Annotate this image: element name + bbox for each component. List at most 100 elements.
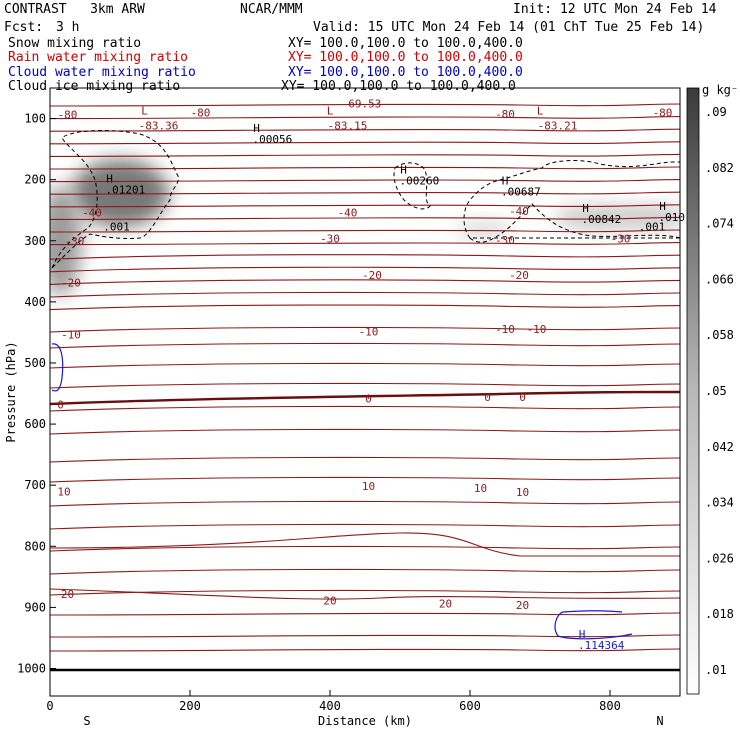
- x-tick-label: 600: [459, 699, 481, 713]
- isotherm-label: -80: [58, 108, 78, 121]
- freezing-level-line: [50, 390, 680, 406]
- cloud-ice-outline: [51, 130, 179, 269]
- isotherm-line: [50, 588, 680, 600]
- isotherm-line: [50, 141, 680, 145]
- colorbar-level: .042: [705, 440, 734, 454]
- colorbar-level: .01: [705, 663, 727, 677]
- x-endpoint-end: N: [656, 714, 663, 728]
- isotherm-line: [50, 326, 680, 333]
- field-rain-name: Rain water mixing ratio: [8, 50, 189, 65]
- isotherm-line: [50, 166, 680, 170]
- field-cloudice-name: Cloud ice mixing ratio: [8, 79, 181, 94]
- isotherm-label: -20: [509, 269, 529, 282]
- isotherm-label: 20: [439, 597, 452, 610]
- isotherm-label: 20: [516, 599, 529, 612]
- colorbar-level: .082: [705, 161, 734, 175]
- isotherm-line: [50, 648, 680, 652]
- high-marker: H: [579, 628, 586, 641]
- snow-blob-2: [456, 220, 512, 239]
- header-valid: Valid: 15 UTC Mon 24 Feb 14 (01 ChT Tue …: [313, 20, 705, 35]
- cloud-water-outline: [554, 610, 633, 640]
- isotherm-label: -30: [495, 234, 515, 247]
- header-fcst-label: Fcst:: [4, 20, 44, 35]
- isotherm-line: [50, 103, 680, 107]
- isotherm-line: [50, 362, 680, 369]
- isotherm-label: 10: [362, 480, 375, 493]
- isotherm-line: [50, 291, 680, 298]
- contour-value: .001: [103, 220, 130, 233]
- isotherm-line: [50, 229, 680, 233]
- high-marker: H: [253, 122, 260, 135]
- cloud-ice-outline: [393, 162, 431, 210]
- isotherm-label: -20: [362, 269, 382, 282]
- field-snow-xy: XY= 100.0,100.0 to 100.0,400.0: [288, 36, 523, 51]
- isotherm-label: -80: [191, 107, 211, 120]
- extremum-value: .00687: [501, 186, 541, 199]
- isotherm-label: -10: [527, 323, 547, 336]
- cloud-water-outline: [51, 343, 64, 392]
- y-axis-label: Pressure (hPa): [4, 341, 18, 442]
- y-tick-label: 600: [24, 417, 46, 431]
- low-marker: L: [141, 104, 148, 117]
- high-marker: H: [106, 173, 113, 186]
- field-snow-name: Snow mixing ratio: [8, 36, 142, 51]
- extremum-value: .00842: [582, 213, 622, 226]
- y-tick-label: 900: [24, 600, 46, 614]
- isotherm-label: -83.21: [538, 119, 578, 132]
- high-marker: H: [502, 175, 509, 188]
- isotherm-line: [50, 342, 680, 349]
- snow-blob-1: [50, 185, 82, 296]
- isotherm-label: -30: [65, 235, 85, 248]
- x-tick-label: 0: [46, 699, 53, 713]
- colorbar-level: .058: [705, 328, 734, 342]
- plot-frame: [49, 87, 681, 697]
- isotherm-label: -30: [320, 233, 340, 246]
- contour-value: .001: [639, 220, 666, 233]
- colorbar: [686, 87, 700, 695]
- low-marker: L: [537, 104, 544, 117]
- isotherm-line: [50, 153, 680, 157]
- colorbar-level: .018: [705, 607, 734, 621]
- isotherm-line: [50, 382, 680, 389]
- isotherm-label: -83.15: [328, 119, 368, 132]
- header-center: NCAR/MMM: [240, 2, 303, 17]
- isotherm-line: [50, 405, 680, 412]
- extremum-value: .00056: [253, 133, 293, 146]
- isotherm-line: [50, 116, 680, 120]
- y-tick-label: 400: [24, 295, 46, 309]
- y-tick-label: 700: [24, 478, 46, 492]
- isotherm-label: -20: [61, 277, 81, 290]
- x-tick-label: 800: [599, 699, 621, 713]
- header-model: CONTRAST 3km ARW: [4, 2, 145, 17]
- extremum-value: .01201: [106, 184, 146, 197]
- isotherm-line: [50, 568, 680, 575]
- header-init: Init: 12 UTC Mon 24 Feb 14: [513, 2, 717, 17]
- extremum-value: .010: [659, 211, 686, 224]
- isotherm-label: -40: [509, 205, 529, 218]
- isotherm-line: [50, 204, 680, 208]
- header-fcst-value: 3 h: [56, 20, 80, 35]
- snow-blob-3: [554, 205, 652, 230]
- colorbar-level: .066: [705, 272, 734, 286]
- isotherm-line: [50, 304, 680, 311]
- x-tick-label: 200: [179, 699, 201, 713]
- isotherm-label: 0: [365, 393, 372, 406]
- snow-blob-0: [71, 159, 169, 227]
- isotherm-line: [50, 612, 680, 616]
- low-marker: L: [327, 104, 334, 117]
- y-tick-label: 500: [24, 356, 46, 370]
- isotherm-line: [50, 634, 680, 638]
- isotherm-line: [50, 242, 680, 246]
- cloud-ice-outlines: [51, 130, 680, 640]
- isotherm-label: 20: [61, 588, 74, 601]
- isotherm-label: 0: [519, 391, 526, 404]
- isotherm-line: [50, 500, 680, 507]
- isotherm-line: [50, 254, 680, 260]
- isotherm-label: 10: [57, 486, 70, 499]
- isotherm-line: [50, 476, 680, 483]
- field-cloudwater-xy: XY= 100.0,100.0 to 100.0,400.0: [288, 65, 523, 80]
- y-tick-label: 1000: [17, 662, 46, 676]
- high-marker: H: [400, 164, 407, 177]
- cloud-ice-outline: [463, 160, 680, 243]
